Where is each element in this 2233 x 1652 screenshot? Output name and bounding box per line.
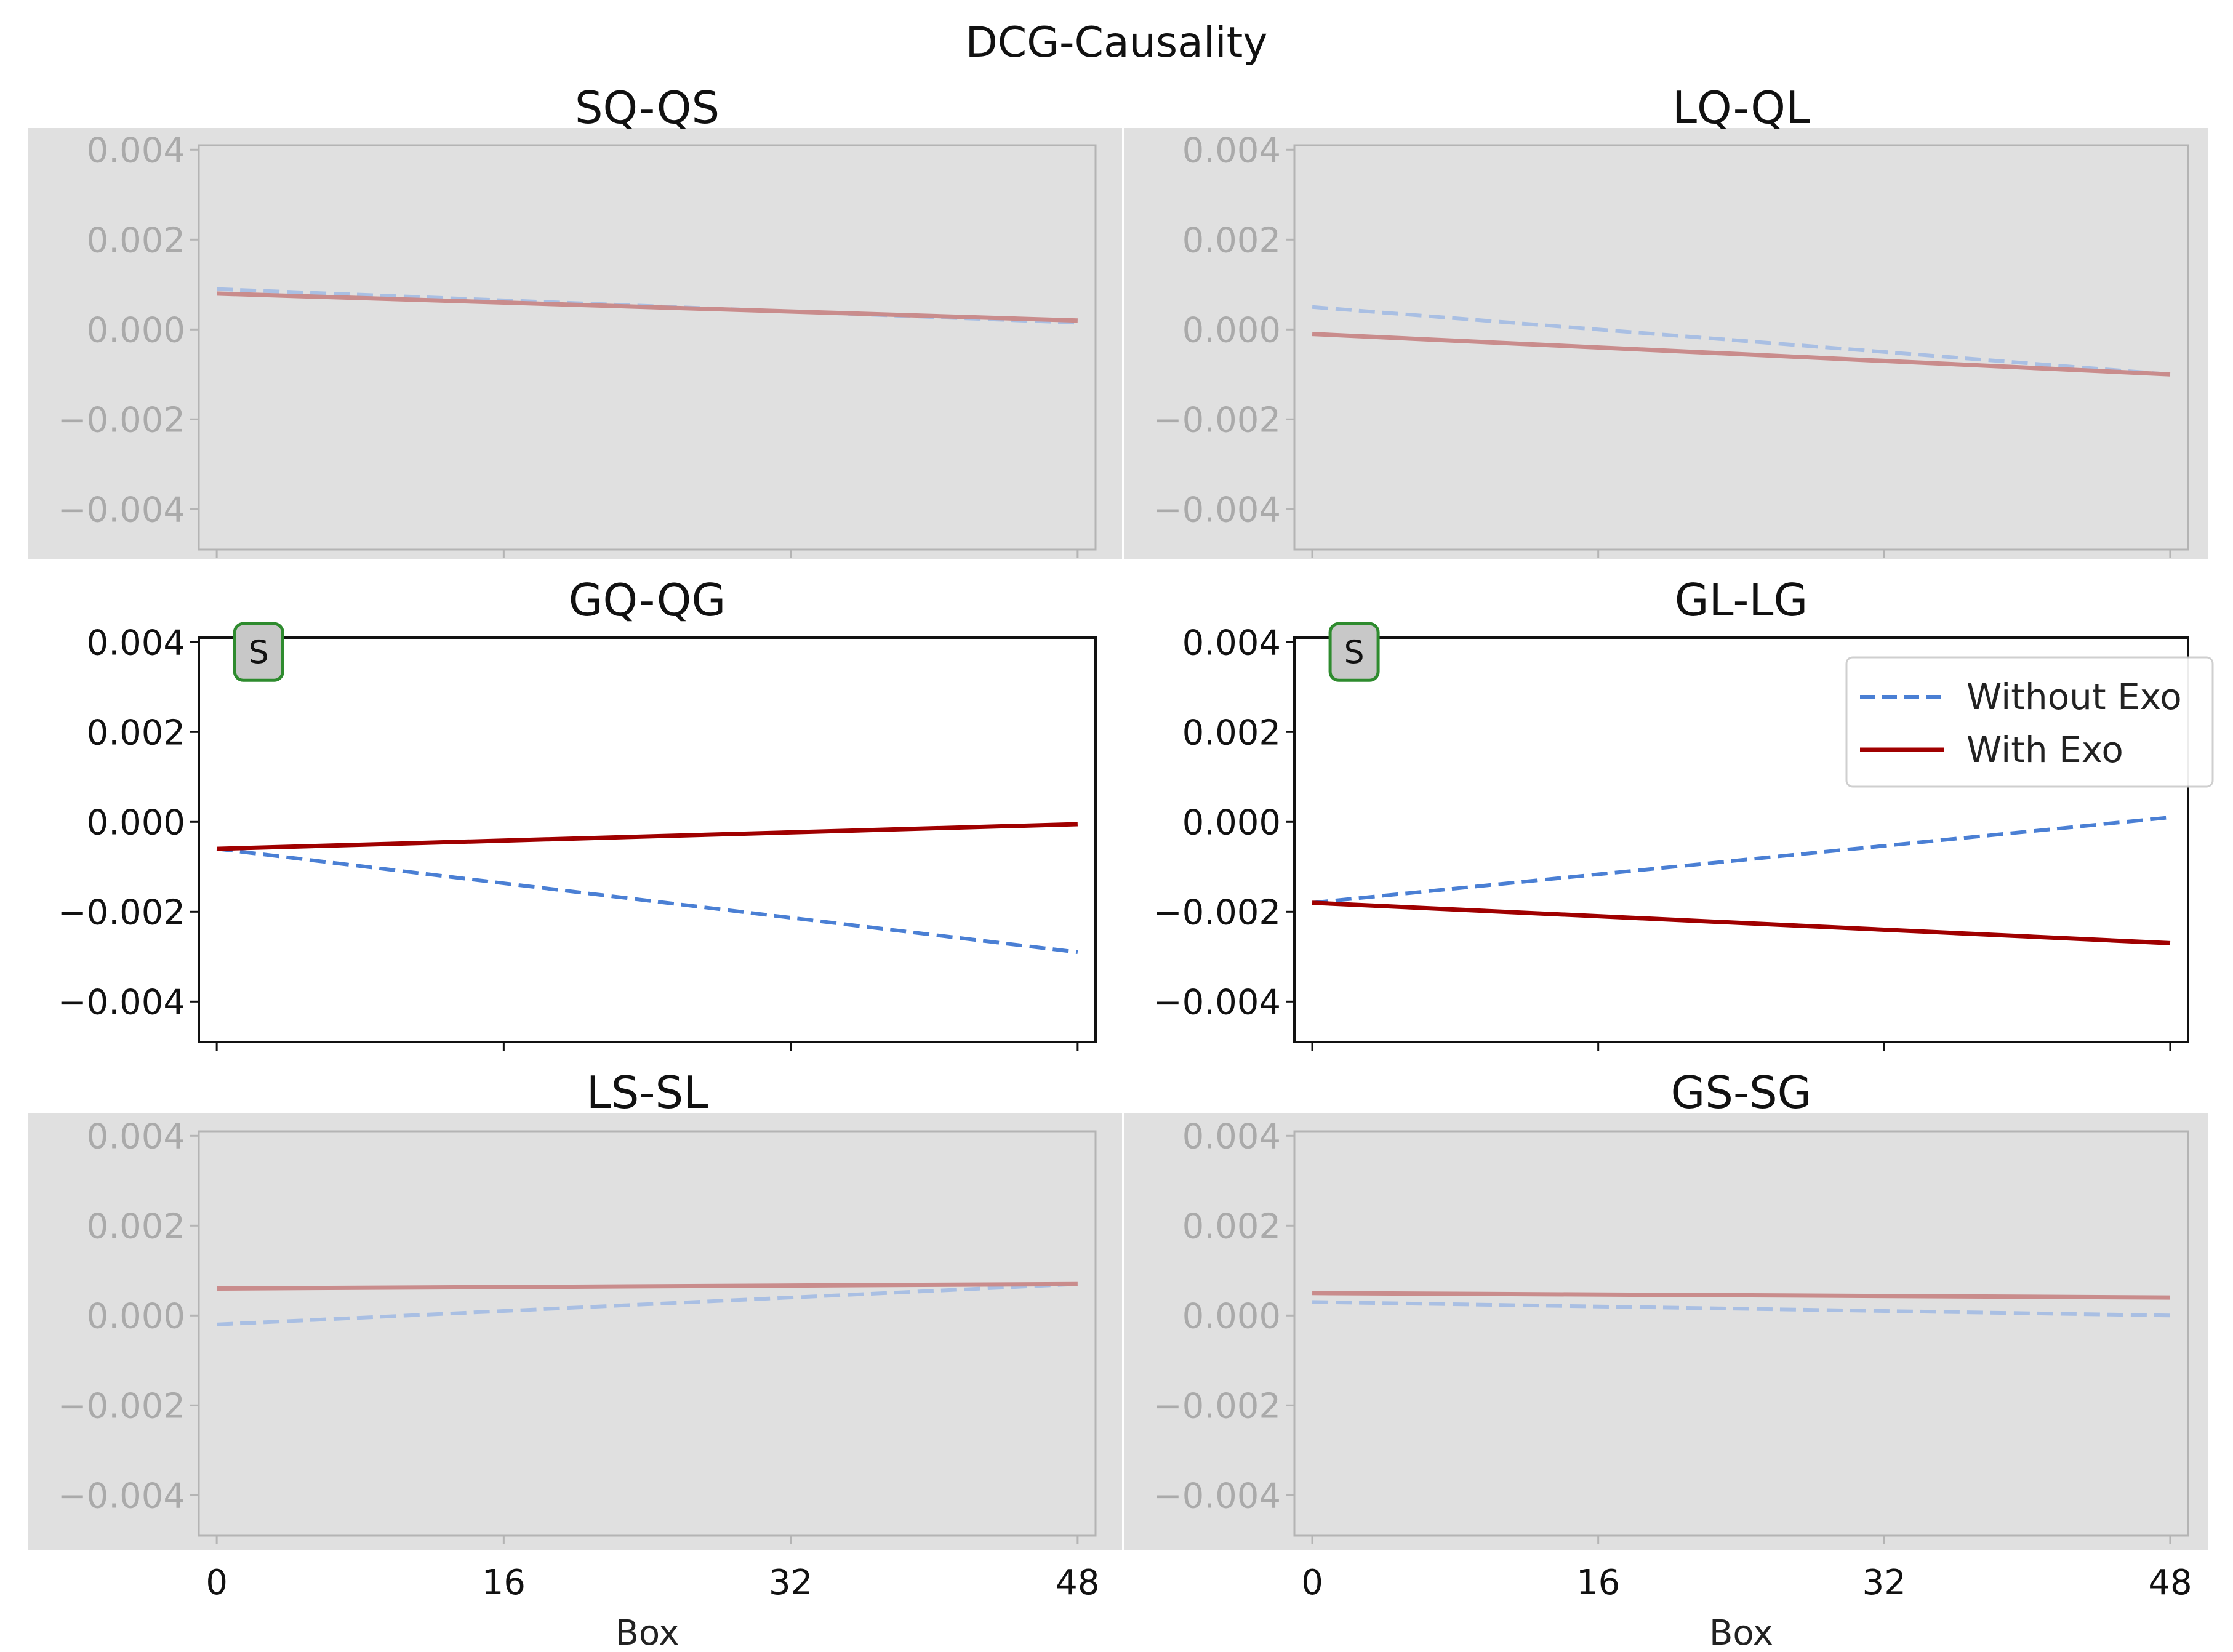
y-tick-label: 0.004	[87, 1117, 185, 1157]
significance-badge	[1328, 622, 1380, 682]
y-tick-label: −0.004	[1153, 490, 1281, 530]
y-tick-label: −0.002	[58, 1386, 185, 1426]
with-exo-line	[217, 291, 1078, 323]
with-exo-line	[1312, 900, 2171, 945]
x-tick-label: 48	[2148, 1563, 2192, 1603]
with-exo-line	[217, 1281, 1078, 1291]
with-exo-line	[1312, 332, 2171, 377]
y-tick-label: −0.002	[1153, 400, 1281, 440]
panel-title: GQ-QG	[569, 574, 726, 626]
figure-title: DCG-Causality	[965, 18, 1267, 67]
y-tick-label: 0.004	[1182, 130, 1281, 170]
y-tick-label: 0.002	[1182, 1206, 1281, 1246]
x-tick-label: 48	[1056, 1563, 1099, 1603]
panel-title: GL-LG	[1675, 574, 1808, 626]
y-tick-label: 0.002	[1182, 220, 1281, 260]
y-tick-label: −0.002	[1153, 892, 1281, 932]
y-tick-label: −0.002	[58, 400, 185, 440]
axes-frame	[198, 636, 1097, 1043]
with-exo-line	[1312, 1291, 2170, 1300]
x-axis-label: Box	[1709, 1613, 1773, 1652]
axes-frame	[1293, 144, 2189, 551]
panel-title: GS-SG	[1671, 1067, 1812, 1118]
axes-frame	[198, 1130, 1097, 1537]
legend-without-exo-label: Without Exo	[1966, 676, 2182, 718]
panels-group: SQ-QS 0.004 0.002 0.000 −0.002 −0.004 LQ-QL 0.0…	[28, 82, 2214, 1550]
panel-sq-qs: SQ-QS 0.004 0.002 0.000 −0.002 −0.004	[28, 82, 1122, 559]
without-exo-line	[216, 847, 1078, 954]
y-tick-label: 0.000	[87, 1296, 185, 1336]
legend: Without Exo With Exo	[1845, 656, 2214, 788]
significance-badge-label: S	[1344, 634, 1365, 671]
x-tick-label: 16	[482, 1563, 526, 1603]
panel-title: SQ-QS	[575, 82, 720, 134]
y-tick-label: 0.000	[1182, 310, 1281, 350]
y-tick-label: 0.004	[1182, 1117, 1281, 1157]
without-exo-line	[1312, 305, 2171, 377]
y-tick-label: 0.002	[1182, 713, 1281, 753]
panel-ls-sl: LS-SL 0.004 0.002 0.000 −0.002 −0.004	[28, 1067, 1122, 1550]
y-tick-label: 0.004	[87, 623, 185, 663]
x-axis-labels-group: 0 16 32 48 Box 0 16 32 48 Box	[206, 1563, 2192, 1652]
legend-with-exo-label: With Exo	[1966, 729, 2123, 771]
x-tick-label: 32	[769, 1563, 812, 1603]
y-tick-label: 0.000	[1182, 803, 1281, 843]
panel-lq-ql: LQ-QL 0.004 0.002 0.000 −0.002 −0.004	[1124, 82, 2208, 559]
x-axis-label: Box	[615, 1613, 679, 1652]
y-tick-label: 0.000	[87, 310, 185, 350]
y-tick-label: 0.004	[1182, 623, 1281, 663]
significance-badge-label: S	[249, 634, 269, 671]
x-tick-label: 16	[1576, 1563, 1620, 1603]
x-tick-label: 0	[1301, 1563, 1323, 1603]
without-exo-line	[1312, 1300, 2171, 1318]
panel-title: LS-SL	[587, 1067, 708, 1118]
with-exo-line	[217, 822, 1078, 851]
y-tick-label: 0.002	[87, 220, 185, 260]
panel-faded-background	[28, 1113, 1122, 1550]
y-tick-label: 0.002	[87, 1206, 185, 1246]
significance-badge	[233, 622, 284, 682]
x-tick-label: 0	[206, 1563, 228, 1603]
y-tick-label: 0.000	[1182, 1296, 1281, 1336]
panel-faded-background	[1124, 1113, 2208, 1550]
without-exo-line	[216, 1282, 1078, 1326]
y-tick-label: 0.004	[87, 130, 185, 170]
without-exo-line	[1312, 816, 2171, 905]
y-tick-label: −0.004	[58, 982, 185, 1022]
panel-gq-qg: GQ-QG 0.004 0.002 0.000 −0.002 −0.004 S	[58, 574, 1097, 1051]
panel-title: LQ-QL	[1672, 82, 1810, 134]
y-tick-label: −0.004	[1153, 1476, 1281, 1516]
panel-faded-background	[28, 128, 1122, 559]
axes-frame	[198, 144, 1097, 551]
axes-frame	[1293, 1130, 2189, 1537]
legend-box	[1845, 656, 2214, 788]
y-tick-label: −0.004	[58, 1476, 185, 1516]
y-tick-label: −0.004	[58, 490, 185, 530]
y-tick-label: −0.002	[1153, 1386, 1281, 1426]
panel-faded-background	[1124, 128, 2208, 559]
panel-gs-sg: GS-SG 0.004 0.002 0.000 −0.002 −0.004	[1124, 1067, 2208, 1550]
y-tick-label: −0.004	[1153, 982, 1281, 1022]
x-tick-label: 32	[1862, 1563, 1906, 1603]
axes-frame	[1293, 636, 2189, 1043]
y-tick-label: −0.002	[58, 892, 185, 932]
y-tick-label: 0.000	[87, 803, 185, 843]
y-tick-label: 0.002	[87, 713, 185, 753]
panel-gl-lg: GL-LG 0.004 0.002 0.000 −0.002 −0.004 S Without…	[1153, 574, 2214, 1051]
